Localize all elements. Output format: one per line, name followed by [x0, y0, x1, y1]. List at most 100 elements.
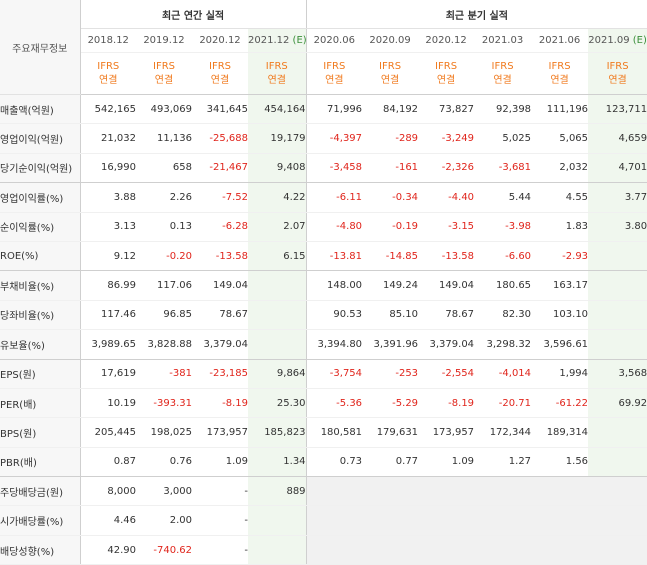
ifrs-header: IFRS 연결: [362, 52, 419, 95]
ifrs-consolidated-label: 연결: [608, 74, 627, 86]
table-cell: 69.92: [588, 388, 647, 419]
ifrs-standard-label: IFRS: [606, 60, 629, 72]
ifrs-header: IFRS 연결: [418, 52, 475, 95]
period-label: 2020.06: [313, 35, 355, 46]
table-cell: [588, 505, 647, 536]
table-cell: 4.46: [80, 505, 136, 536]
table-cell: -3,249: [418, 123, 475, 154]
period-header: 2020.12: [192, 28, 248, 53]
table-cell: -6.28: [192, 212, 248, 242]
quarter-title: 최근 분기 실적: [306, 0, 647, 29]
table-cell: -3.98: [474, 212, 532, 242]
row-label: 부채비율(%): [0, 270, 81, 301]
table-row: 영업이익(억원) 21,032 11,136 -25,688 19,179 -4,397-…: [0, 123, 647, 154]
ifrs-standard-label: IFRS: [153, 60, 175, 72]
row-label: EPS(원): [0, 359, 81, 389]
table-cell: [248, 270, 307, 301]
table-cell: 180,581: [306, 417, 363, 448]
row-label: ROE(%): [0, 241, 81, 272]
table-cell: 8,000: [80, 476, 136, 507]
table-cell: [531, 505, 589, 536]
table-cell: 198,025: [136, 417, 192, 448]
table-cell: [248, 329, 307, 360]
table-cell: 3,828.88: [136, 329, 192, 360]
ifrs-consolidated-label: 연결: [99, 74, 118, 86]
corner-label: 주요재무정보: [0, 0, 81, 95]
table-cell: 4,659: [588, 123, 647, 154]
ifrs-standard-label: IFRS: [265, 60, 288, 72]
table-cell: -21,467: [192, 153, 248, 184]
ifrs-consolidated-label: 연결: [380, 74, 400, 86]
estimate-tag: (E): [629, 35, 647, 46]
table-cell: 3.88: [80, 182, 136, 213]
table-cell: -2,554: [418, 359, 475, 389]
table-cell: 889: [248, 476, 307, 507]
table-cell: 25.30: [248, 388, 307, 419]
table-cell: -0.20: [136, 241, 192, 272]
table-cell: 2.26: [136, 182, 192, 213]
table-cell: 658: [136, 153, 192, 184]
table-cell: -: [192, 476, 248, 507]
table-cell: 4.22: [248, 182, 307, 213]
table-cell: [362, 535, 419, 565]
period-label: 2021.06: [538, 35, 581, 46]
ifrs-header: IFRS 연결: [80, 52, 136, 95]
table-cell: [248, 300, 307, 331]
table-cell: 1.83: [531, 212, 589, 242]
table-cell: [248, 535, 307, 565]
estimate-tag: (E): [289, 35, 307, 46]
table-cell: 9,864: [248, 359, 307, 389]
table-cell: 86.99: [80, 270, 136, 301]
table-cell: [588, 417, 647, 448]
period-header: 2021.06: [531, 28, 589, 53]
period-header: 2020.06: [306, 28, 363, 53]
table-cell: [588, 535, 647, 565]
table-cell: 78.67: [418, 300, 475, 331]
ifrs-consolidated-label: 연결: [325, 74, 344, 86]
table-cell: 3.77: [588, 182, 647, 213]
table-cell: 11,136: [136, 123, 192, 154]
table-cell: [588, 241, 647, 272]
table-cell: 10.19: [80, 388, 136, 419]
table-cell: 205,445: [80, 417, 136, 448]
table-cell: 0.87: [80, 447, 136, 478]
table-cell: 148.00: [306, 270, 363, 301]
ifrs-consolidated-label: 연결: [210, 74, 230, 86]
table-row: ROE(%) 9.12 -0.20 -13.58 6.15 -13.81 -14.85 -13…: [0, 241, 647, 272]
ifrs-standard-label: IFRS: [435, 60, 458, 72]
table-cell: 149.04: [418, 270, 475, 301]
table-row: 당좌비율(%) 117.46 96.85 78.67 90.53 85.10 78.67 82…: [0, 300, 647, 331]
table-cell: [306, 535, 363, 565]
table-cell: -3,754: [306, 359, 363, 389]
table-cell: 3,989.65: [80, 329, 136, 360]
table-cell: 71,996: [306, 94, 363, 125]
period-label: 2020.12: [425, 35, 467, 46]
table-cell: 3.13: [80, 212, 136, 242]
table-row: 부채비율(%) 86.99 117.06 149.04 148.00 149.24 149.…: [0, 270, 647, 301]
table-cell: 2.07: [248, 212, 307, 242]
table-cell: 84,192: [362, 94, 419, 125]
period-label: 2021.09: [588, 35, 630, 46]
row-label: 배당성향(%): [0, 535, 81, 565]
table-cell: 0.77: [362, 447, 419, 478]
table-cell: 149.24: [362, 270, 419, 301]
table-cell: 2.00: [136, 505, 192, 536]
table-cell: 5.44: [474, 182, 532, 213]
period-label: 2020.12: [199, 35, 241, 46]
table-cell: 82.30: [474, 300, 532, 331]
table-cell: 3,568: [588, 359, 647, 389]
ifrs-header: IFRS 연결: [248, 52, 307, 95]
table-cell: 3,596.61: [531, 329, 589, 360]
table-cell: 5,065: [531, 123, 589, 154]
ifrs-consolidated-label: 연결: [436, 74, 456, 86]
ifrs-standard-label: IFRS: [548, 60, 571, 72]
table-row: 주당배당금(원) 8,000 3,000-889: [0, 476, 647, 507]
table-cell: 3,394.80: [306, 329, 363, 360]
table-cell: 185,823: [248, 417, 307, 448]
table-cell: 19,179: [248, 123, 307, 154]
table-row: BPS(원) 205,445 198,025 173,957 185,823 180,58…: [0, 417, 647, 448]
ifrs-standard-label: IFRS: [209, 60, 231, 72]
table-cell: 149.04: [192, 270, 248, 301]
ifrs-header: IFRS 연결: [531, 52, 589, 95]
table-cell: 92,398: [474, 94, 532, 125]
